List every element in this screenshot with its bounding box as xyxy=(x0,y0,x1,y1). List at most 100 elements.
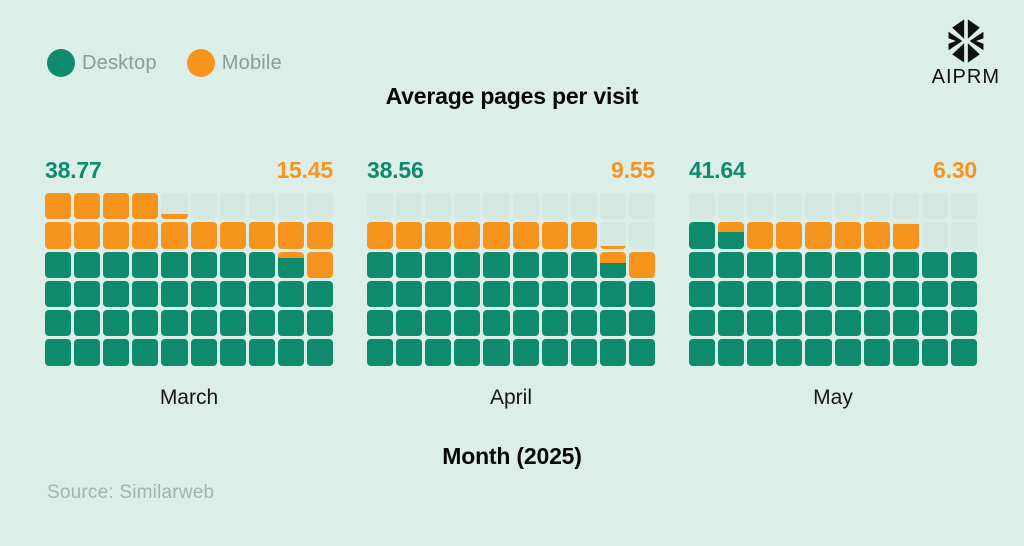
desktop-fill xyxy=(950,310,977,337)
desktop-fill xyxy=(396,251,423,278)
waffle-cell xyxy=(277,310,304,337)
waffle-cell xyxy=(277,193,304,220)
waffle-cell xyxy=(834,251,861,278)
waffle-cell xyxy=(747,339,774,366)
desktop-fill xyxy=(570,251,597,278)
desktop-fill xyxy=(483,310,510,337)
aiprm-logo-icon xyxy=(948,19,984,63)
desktop-fill xyxy=(718,280,745,308)
mobile-fill xyxy=(306,222,333,249)
waffle-cell xyxy=(599,251,626,278)
waffle-cell xyxy=(483,251,510,278)
desktop-fill xyxy=(425,251,452,278)
waffle-cell xyxy=(103,193,130,220)
waffle-cell xyxy=(599,280,626,308)
desktop-fill xyxy=(628,339,655,366)
waffle-cell xyxy=(132,193,159,220)
desktop-fill xyxy=(599,310,626,337)
desktop-fill xyxy=(132,310,159,337)
waffle-cell xyxy=(103,251,130,278)
desktop-fill xyxy=(805,339,832,366)
waffle-cell xyxy=(425,310,452,337)
mobile-fill xyxy=(45,222,72,249)
desktop-fill xyxy=(74,339,101,366)
waffle-cell xyxy=(425,222,452,249)
desktop-fill xyxy=(512,280,539,308)
mobile-fill xyxy=(132,193,159,220)
waffle-cell xyxy=(747,222,774,249)
desktop-fill xyxy=(277,257,304,278)
desktop-fill xyxy=(570,310,597,337)
desktop-fill xyxy=(103,280,130,308)
waffle-cell xyxy=(541,251,568,278)
waffle-cell xyxy=(541,222,568,249)
waffle-cell xyxy=(776,280,803,308)
mobile-fill xyxy=(190,222,217,249)
waffle-cell xyxy=(834,280,861,308)
waffle-cell xyxy=(74,222,101,249)
desktop-fill xyxy=(689,280,716,308)
waffle-cell xyxy=(950,251,977,278)
desktop-fill xyxy=(776,251,803,278)
desktop-fill xyxy=(425,310,452,337)
waffle-cell xyxy=(863,251,890,278)
waffle-cell xyxy=(219,222,246,249)
desktop-fill xyxy=(628,280,655,308)
desktop-fill xyxy=(248,310,275,337)
desktop-fill xyxy=(950,339,977,366)
desktop-fill xyxy=(892,251,919,278)
desktop-fill xyxy=(863,339,890,366)
mobile-fill xyxy=(570,222,597,249)
waffle-cell xyxy=(248,193,275,220)
waffle-cell xyxy=(718,251,745,278)
waffle-cell xyxy=(892,310,919,337)
waffle-cell xyxy=(628,339,655,366)
waffle-cell xyxy=(74,251,101,278)
desktop-fill xyxy=(454,280,481,308)
mobile-fill xyxy=(277,251,304,258)
waffle-cell xyxy=(747,193,774,220)
desktop-fill xyxy=(512,339,539,366)
desktop-fill xyxy=(747,310,774,337)
desktop-fill xyxy=(599,339,626,366)
legend-label-desktop: Desktop xyxy=(82,51,157,74)
desktop-fill xyxy=(541,251,568,278)
desktop-fill xyxy=(570,280,597,308)
waffle-cell xyxy=(425,339,452,366)
waffle-cell xyxy=(747,310,774,337)
mobile-fill xyxy=(628,251,655,278)
waffle-cell xyxy=(599,310,626,337)
desktop-fill xyxy=(599,280,626,308)
waffle-cell xyxy=(74,310,101,337)
desktop-fill xyxy=(454,251,481,278)
waffle-cell xyxy=(396,222,423,249)
waffle-cell xyxy=(454,280,481,308)
waffle-cell xyxy=(396,251,423,278)
desktop-fill xyxy=(689,222,716,249)
waffle-cell xyxy=(599,222,626,249)
mobile-fill xyxy=(776,222,803,249)
desktop-fill xyxy=(834,251,861,278)
desktop-fill xyxy=(219,339,246,366)
waffle-cell xyxy=(834,310,861,337)
mobile-fill xyxy=(367,222,394,249)
mobile-fill xyxy=(306,251,333,278)
desktop-fill xyxy=(367,339,394,366)
waffle-cell xyxy=(45,222,72,249)
mobile-fill xyxy=(454,222,481,249)
waffle-cell xyxy=(776,251,803,278)
desktop-fill xyxy=(190,251,217,278)
waffle-cell xyxy=(921,251,948,278)
desktop-fill xyxy=(454,310,481,337)
waffle-cell xyxy=(570,222,597,249)
waffle-cell xyxy=(541,310,568,337)
waffle-panel-march: 38.77 15.45 March xyxy=(45,157,333,410)
desktop-fill xyxy=(776,280,803,308)
waffle-cell xyxy=(454,222,481,249)
desktop-fill xyxy=(834,280,861,308)
desktop-fill xyxy=(367,251,394,278)
desktop-fill xyxy=(161,280,188,308)
waffle-cell xyxy=(306,280,333,308)
desktop-fill xyxy=(689,339,716,366)
